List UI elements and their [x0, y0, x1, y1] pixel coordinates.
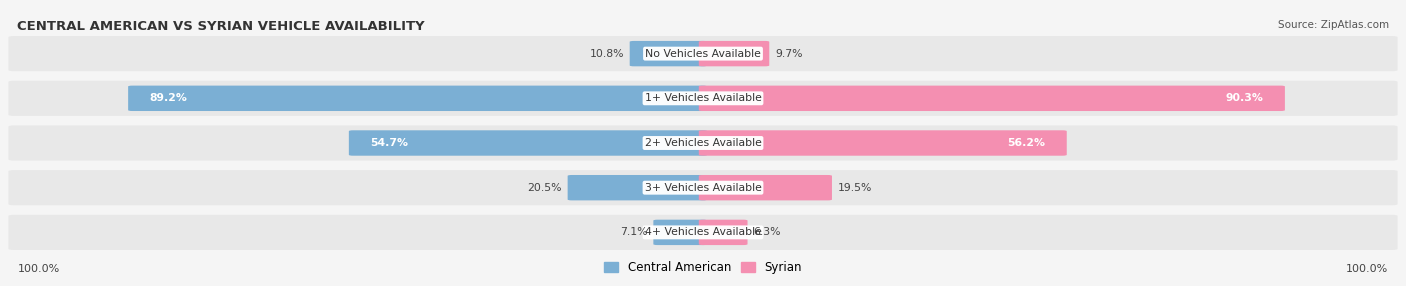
FancyBboxPatch shape [349, 130, 707, 156]
Text: 56.2%: 56.2% [1008, 138, 1046, 148]
Text: 54.7%: 54.7% [370, 138, 408, 148]
Text: 89.2%: 89.2% [149, 93, 187, 103]
FancyBboxPatch shape [8, 170, 1398, 205]
Text: 10.8%: 10.8% [589, 49, 624, 59]
FancyBboxPatch shape [8, 81, 1398, 116]
Text: CENTRAL AMERICAN VS SYRIAN VEHICLE AVAILABILITY: CENTRAL AMERICAN VS SYRIAN VEHICLE AVAIL… [17, 20, 425, 33]
FancyBboxPatch shape [699, 175, 832, 200]
Text: 20.5%: 20.5% [527, 183, 562, 193]
Text: 9.7%: 9.7% [775, 49, 803, 59]
Text: 7.1%: 7.1% [620, 227, 648, 237]
Text: Source: ZipAtlas.com: Source: ZipAtlas.com [1278, 20, 1389, 30]
FancyBboxPatch shape [568, 175, 707, 200]
Text: 4+ Vehicles Available: 4+ Vehicles Available [644, 227, 762, 237]
Text: 100.0%: 100.0% [1346, 264, 1388, 274]
FancyBboxPatch shape [699, 41, 769, 66]
FancyBboxPatch shape [699, 130, 1067, 156]
FancyBboxPatch shape [8, 36, 1398, 71]
Text: 2+ Vehicles Available: 2+ Vehicles Available [644, 138, 762, 148]
Text: 1+ Vehicles Available: 1+ Vehicles Available [644, 93, 762, 103]
FancyBboxPatch shape [630, 41, 707, 66]
Legend: Central American, Syrian: Central American, Syrian [599, 256, 807, 279]
FancyBboxPatch shape [654, 220, 707, 245]
FancyBboxPatch shape [128, 86, 707, 111]
FancyBboxPatch shape [699, 86, 1285, 111]
Text: 90.3%: 90.3% [1226, 93, 1264, 103]
Text: 3+ Vehicles Available: 3+ Vehicles Available [644, 183, 762, 193]
Text: 100.0%: 100.0% [18, 264, 60, 274]
Text: 6.3%: 6.3% [754, 227, 780, 237]
Text: No Vehicles Available: No Vehicles Available [645, 49, 761, 59]
FancyBboxPatch shape [699, 220, 748, 245]
FancyBboxPatch shape [8, 125, 1398, 161]
FancyBboxPatch shape [8, 215, 1398, 250]
Text: 19.5%: 19.5% [838, 183, 872, 193]
